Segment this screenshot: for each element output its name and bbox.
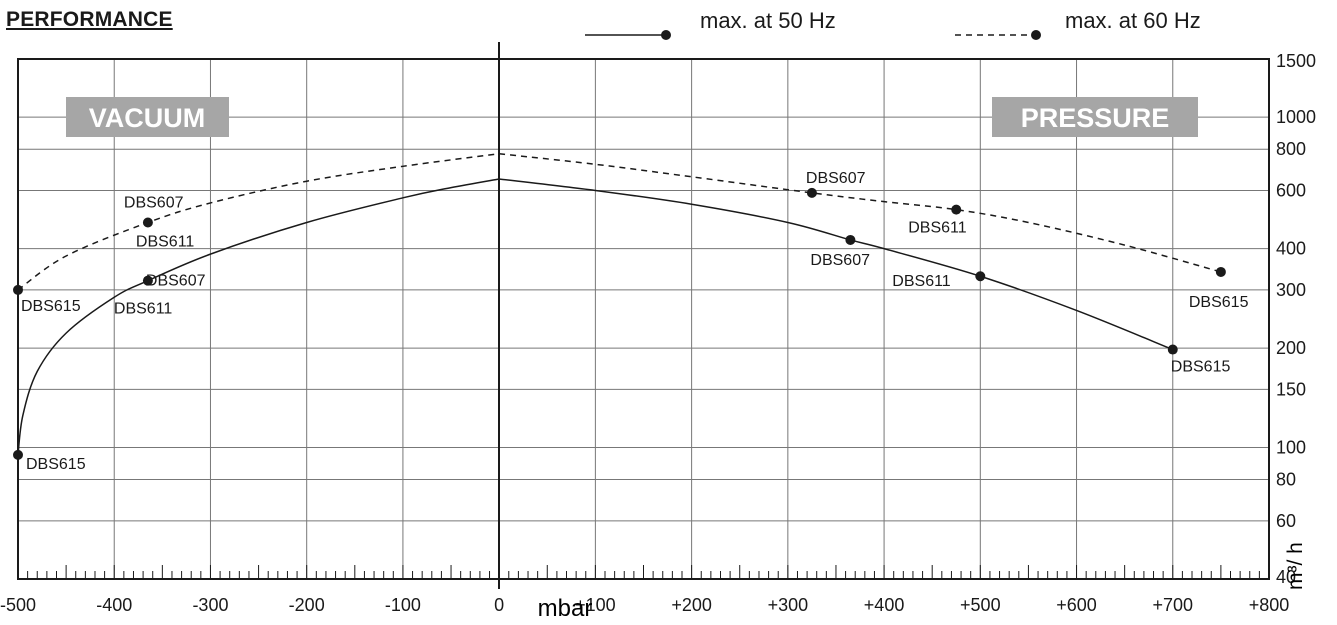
y-tick-label: 100 [1276, 438, 1306, 458]
x-tick-label: -300 [192, 595, 228, 615]
data-point [13, 449, 23, 460]
chart-title: PERFORMANCE [6, 8, 173, 31]
y-tick-label: 1500 [1276, 51, 1316, 71]
x-tick-labels: -500 -400 -300 -200 -100 0 +100 +200 +300 +400 +50… [0, 595, 1289, 615]
minor-ticks [17, 565, 1270, 579]
data-point [806, 187, 817, 198]
x-tick-label: -500 [0, 595, 36, 615]
legend-label-50hz: max. at 50 Hz [700, 8, 836, 33]
x-tick-label: +100 [575, 595, 616, 615]
x-tick-label: +200 [671, 595, 712, 615]
data-point-label: DBS607 [124, 194, 184, 211]
y-tick-label: 300 [1276, 280, 1306, 300]
x-tick-label: +300 [768, 595, 809, 615]
data-point-label: DBS615 [1171, 359, 1231, 376]
data-point-label: DBS607 [146, 273, 206, 290]
plot-frame [17, 58, 1270, 580]
data-points: DBS615 DBS607 DBS611 DBS607 DBS611 DBS615 DBS6… [13, 170, 1249, 473]
y-tick-label: 150 [1276, 379, 1306, 399]
data-point-label: DBS615 [26, 456, 86, 473]
y-tick-label: 40 [1276, 567, 1296, 587]
x-tick-label: +400 [864, 595, 905, 615]
y-axis-unit-label: m³/ h [1284, 542, 1307, 590]
x-tick-label: +600 [1056, 595, 1097, 615]
vacuum-label: VACUUM [89, 103, 206, 133]
data-point-label: DBS607 [806, 170, 866, 187]
legend-50hz-sample [585, 30, 671, 40]
data-point [13, 284, 23, 295]
y-tick-label: 600 [1276, 180, 1306, 200]
data-point [975, 271, 986, 282]
data-point [142, 275, 153, 286]
data-point-label: DBS615 [1189, 294, 1249, 311]
legend-50hz-marker [661, 30, 671, 40]
pressure-label: PRESSURE [1021, 103, 1170, 133]
x-tick-label: +700 [1152, 595, 1193, 615]
y-tick-label: 200 [1276, 338, 1306, 358]
x-tick-label: -400 [96, 595, 132, 615]
data-point-label: DBS607 [810, 252, 870, 269]
x-tick-label: +500 [960, 595, 1001, 615]
y-tick-label: 400 [1276, 239, 1306, 259]
x-tick-label: -100 [385, 595, 421, 615]
y-tick-label: 60 [1276, 511, 1296, 531]
x-tick-label: +800 [1249, 595, 1290, 615]
series-curves [17, 152, 1222, 455]
data-point [845, 234, 856, 245]
series-1-vacuum-curve [17, 153, 500, 291]
legend-60hz-sample [955, 30, 1041, 40]
vacuum-label-box [66, 97, 229, 137]
x-tick-label: -200 [289, 595, 325, 615]
data-point-label: DBS611 [114, 301, 173, 318]
pressure-label-box [992, 97, 1198, 137]
pressure-region-label: PRESSURE [992, 97, 1198, 137]
y-tick-label: 800 [1276, 139, 1306, 159]
data-point-label: DBS611 [908, 220, 967, 237]
y-tick-label: 80 [1276, 470, 1296, 490]
series-0-vacuum-curve [17, 178, 500, 455]
data-point-label: DBS611 [892, 273, 951, 290]
vacuum-region-label: VACUUM [66, 97, 229, 137]
series-1-pressure-curve [499, 152, 1222, 273]
legend-60hz-marker [1031, 30, 1041, 40]
y-tick-labels: 1500 1000 800 600 400 300 200 150 100 80 60 40 [1276, 51, 1316, 587]
data-point [1167, 344, 1178, 355]
x-tick-label: 0 [494, 595, 504, 615]
data-point-label: DBS615 [21, 298, 81, 315]
x-axis-unit-label: mbar [538, 595, 593, 622]
data-point [1215, 266, 1226, 277]
data-point [142, 217, 153, 228]
legend-label-60hz: max. at 60 Hz [1065, 8, 1201, 33]
data-point-label: DBS611 [136, 233, 195, 250]
y-tick-label: 1000 [1276, 107, 1316, 127]
data-point [951, 204, 962, 215]
